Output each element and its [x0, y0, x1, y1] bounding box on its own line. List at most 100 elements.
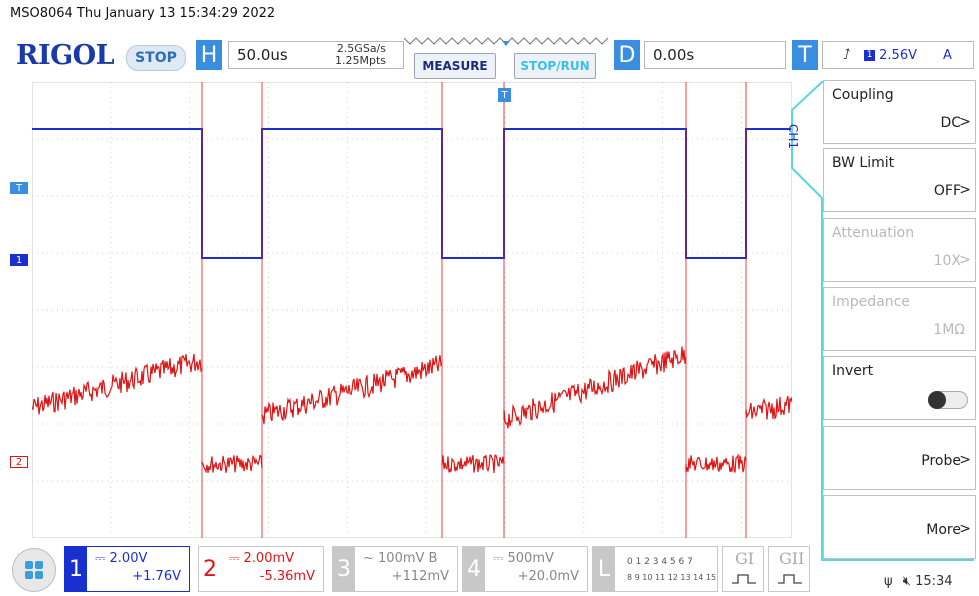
menu-invert[interactable]: Invert: [823, 356, 976, 420]
home-button[interactable]: [12, 548, 56, 592]
ch2-scale: ⎓ 2.00mV: [229, 551, 294, 566]
menu-bw-limit-label: BW Limit: [832, 155, 895, 171]
ch1-menu-tab-label: CH1: [786, 124, 800, 150]
dc-coupling-icon: ⎓: [493, 551, 508, 566]
menu-more[interactable]: More >: [823, 495, 976, 559]
menu-impedance-value: 1MΩ: [933, 322, 965, 338]
ch2-number: 2: [199, 547, 221, 591]
measure-button[interactable]: MEASURE: [414, 53, 496, 79]
trigger-level: 2.56V: [879, 47, 917, 63]
menu-coupling-label: Coupling: [832, 87, 894, 103]
waveform-display[interactable]: [32, 82, 792, 538]
menu-probe[interactable]: Probe >: [823, 426, 976, 490]
trigger-letter[interactable]: T: [792, 40, 818, 70]
rigol-logo: RIGOL: [16, 40, 115, 71]
ch2-trace-segment: [503, 346, 687, 429]
ch3-scale: ~ 100mV B: [363, 551, 437, 566]
dc-coupling-icon: ⎓: [229, 551, 244, 566]
menu-invert-label: Invert: [832, 363, 874, 379]
ch2-offset-marker[interactable]: 2: [10, 456, 28, 468]
toggle-knob: [928, 391, 946, 409]
ch3-number: 3: [333, 547, 355, 591]
ch1-number: 1: [65, 547, 87, 591]
ch2-offset: -5.36mV: [259, 569, 315, 584]
memory-depth: 1.25Mpts: [334, 54, 386, 67]
title-bar: MSO8064 Thu January 13 15:34:29 2022: [10, 6, 276, 21]
chevron-right-icon: >: [959, 114, 971, 130]
memory-overview-strip[interactable]: [404, 36, 610, 50]
ch1-trigger-level-marker[interactable]: T: [10, 182, 28, 194]
logic-row1: 0 1 2 3 4 5 6 7: [627, 557, 693, 567]
delay-field[interactable]: 0.00s: [644, 41, 786, 69]
ch2-trace-segment: [261, 355, 443, 425]
logic-info-box[interactable]: L 0 1 2 3 4 5 6 7 8 9 10 11 12 13 14 15: [592, 546, 718, 592]
ch3-bw-flag: B: [428, 551, 438, 566]
ch2-info-box[interactable]: 2 ⎓ 2.00mV -5.36mV: [198, 546, 324, 592]
menu-probe-label: Probe: [921, 453, 961, 469]
ch1-offset: +1.76V: [132, 569, 181, 584]
ch2-scale-value: 2.00mV: [243, 551, 295, 566]
logic-row2: 8 9 10 11 12 13 14 15: [627, 573, 717, 582]
gii-box[interactable]: GII: [768, 546, 810, 592]
timebase-field[interactable]: 50.0us: [228, 41, 404, 69]
stop-run-button[interactable]: STOP/RUN: [514, 53, 596, 79]
menu-coupling-value: DC: [940, 115, 961, 131]
ch2-trace-segment: [745, 395, 792, 421]
ch1-scale: ⎓ 2.00V: [95, 551, 147, 566]
rising-edge-icon: ⭜: [843, 47, 851, 63]
gi-label: GI: [735, 549, 755, 568]
chevron-right-icon: >: [959, 521, 971, 537]
menu-attenuation-label: Attenuation: [832, 225, 915, 241]
ch1-trace: [32, 128, 792, 259]
ch4-info-box[interactable]: 4 ⎓ 500mV +20.0mV: [462, 546, 588, 592]
status-clock: 15:34: [915, 574, 953, 589]
speaker-mute-icon[interactable]: 🔇︎: [902, 574, 911, 589]
timebase-value: 50.0us: [237, 46, 288, 64]
run-state-badge[interactable]: STOP: [126, 45, 186, 71]
menu-coupling[interactable]: Coupling DC >: [823, 80, 976, 144]
pulse-icon: [778, 574, 802, 584]
ch3-offset: +112mV: [391, 569, 449, 584]
ch1-info-box[interactable]: 1 ⎓ 2.00V +1.76V: [64, 546, 190, 592]
menu-impedance: Impedance 1MΩ: [823, 287, 976, 351]
chevron-right-icon: >: [959, 252, 971, 268]
ch3-info-box[interactable]: 3 ~ 100mV B +112mV: [332, 546, 458, 592]
sample-rate: 2.5GSa/s: [336, 42, 386, 55]
horizontal-letter[interactable]: H: [196, 40, 222, 70]
ch2-trace-segment: [32, 353, 203, 415]
delay-letter[interactable]: D: [614, 40, 640, 70]
ch4-scale-value: 500mV: [507, 551, 554, 566]
grid-icon: [25, 561, 43, 579]
ch1-scale-value: 2.00V: [109, 551, 148, 566]
ch2-trace-segment: [201, 454, 263, 474]
logic-letter: L: [593, 547, 615, 591]
ch4-number: 4: [463, 547, 485, 591]
gi-box[interactable]: GI: [722, 546, 764, 592]
trigger-mode: A: [943, 47, 952, 63]
usb-icon: ψ: [884, 574, 893, 589]
delay-value: 0.00s: [653, 46, 695, 64]
ch1-offset-marker[interactable]: 1: [10, 254, 28, 266]
sample-info: 2.5GSa/s 1.25Mpts: [322, 43, 386, 67]
pulse-icon: [732, 574, 756, 584]
chevron-right-icon: >: [959, 452, 971, 468]
ch2-trace-segment: [441, 454, 505, 474]
menu-bw-limit[interactable]: BW Limit OFF >: [823, 148, 976, 212]
menu-attenuation: Attenuation 10X >: [823, 218, 976, 282]
status-area: ψ 🔇︎ 15:34: [884, 574, 953, 589]
menu-more-label: More: [926, 522, 961, 538]
dc-coupling-icon: ⎓: [95, 551, 110, 566]
ch4-offset: +20.0mV: [517, 569, 579, 584]
trigger-source-badge: 1: [864, 49, 876, 61]
ch1-menu-tab[interactable]: CH1: [786, 124, 800, 149]
menu-attenuation-value: 10X: [933, 253, 961, 269]
menu-impedance-label: Impedance: [832, 294, 910, 310]
trigger-position-marker[interactable]: T: [498, 88, 511, 102]
ch2-trace-segment: [685, 453, 747, 473]
ch4-scale: ⎓ 500mV: [493, 551, 554, 566]
menu-bw-limit-value: OFF: [933, 183, 961, 199]
trigger-field[interactable]: ⭜ 1 2.56V A: [822, 41, 974, 69]
invert-toggle[interactable]: [928, 391, 968, 409]
gii-label: GII: [779, 549, 805, 568]
ac-coupling-icon: ~: [363, 551, 379, 566]
